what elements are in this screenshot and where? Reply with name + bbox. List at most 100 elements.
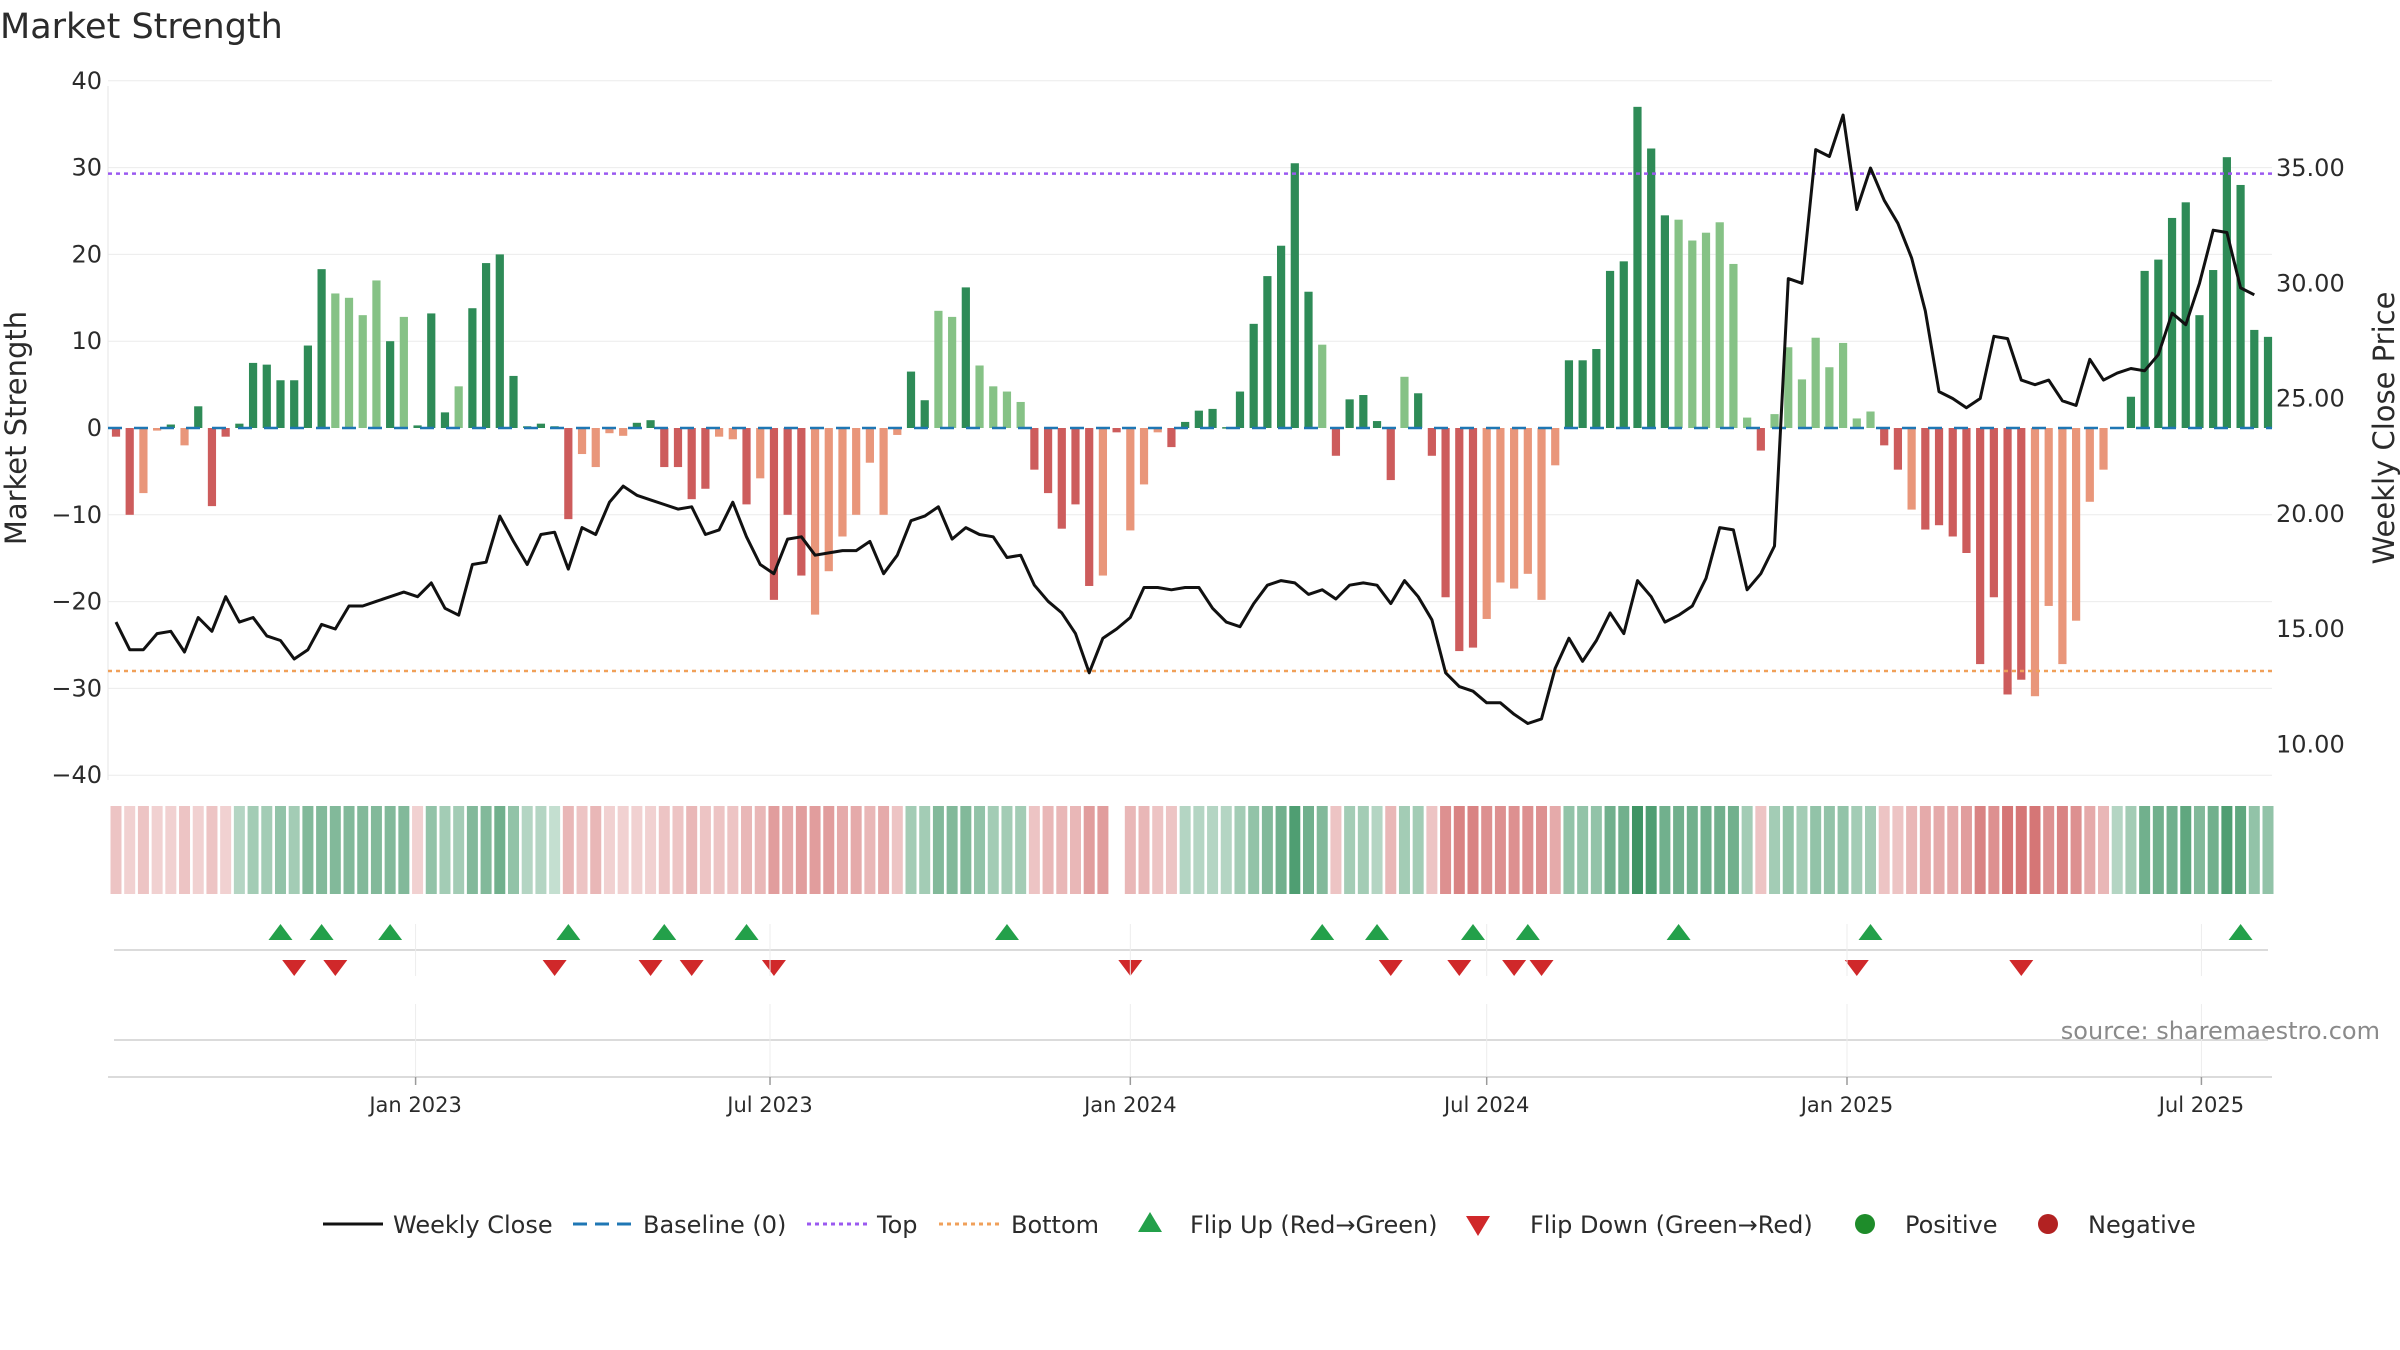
ticker-cell (1481, 806, 1493, 894)
strength-bar (769, 428, 779, 600)
strength-bar (1153, 428, 1162, 433)
strength-bar (207, 428, 217, 507)
ticker-cell (795, 806, 807, 894)
strength-bar (262, 364, 271, 428)
svg-text:Flip Down (Green→Red): Flip Down (Green→Red) (1530, 1211, 1813, 1239)
strength-bar (2017, 428, 2026, 680)
strength-bar (1249, 323, 1258, 428)
source-note: source: sharemaestro.com (2061, 1017, 2380, 1045)
strength-bar (358, 315, 367, 428)
strength-bar (454, 386, 463, 428)
ticker-cell (1385, 806, 1397, 894)
strength-bar (1030, 428, 1039, 470)
strength-bar (1455, 428, 1464, 652)
ticker-cell (2098, 806, 2110, 894)
strength-bar (1318, 344, 1327, 428)
flip-down-marker (761, 960, 786, 976)
ticker-cell (549, 806, 561, 894)
ticker-cell (1741, 806, 1753, 894)
strength-bar (1510, 428, 1519, 589)
strength-bar (715, 428, 724, 437)
y-axis-ticks: 40 30 20 10 0 −10 −20 −30 −40 (51, 67, 102, 789)
ticker-cell (686, 806, 698, 894)
flip-down-marker (323, 960, 348, 976)
ticker-cell (562, 806, 574, 894)
strength-bar (1934, 428, 1944, 526)
flip-up-marker (1310, 924, 1335, 940)
ticker-cell (1138, 806, 1150, 894)
ticker-cell (1947, 806, 1959, 894)
strength-bar (1729, 263, 1738, 428)
strength-bar (303, 345, 312, 428)
y-tick-label: 10 (71, 327, 102, 355)
ticker-cell (905, 806, 917, 894)
y2-tick-label: 30.00 (2276, 269, 2345, 297)
reference-lines (108, 172, 2272, 673)
flip-down-marker (542, 960, 567, 976)
strength-bar (372, 280, 381, 428)
y-tick-label: 20 (71, 240, 102, 268)
ticker-cell (110, 806, 122, 894)
legend-baseline: Baseline (0) (573, 1211, 786, 1239)
y2-tick-label: 25.00 (2276, 385, 2345, 413)
ticker-cell (1673, 806, 1685, 894)
ticker-cell (1220, 806, 1232, 894)
ticker-cell (987, 806, 999, 894)
strength-bar (632, 422, 641, 428)
strength-bar (440, 412, 450, 428)
ticker-cell (412, 806, 424, 894)
strength-bar (660, 428, 669, 468)
ticker-cell (1590, 806, 1602, 894)
ticker-cell (1618, 806, 1630, 894)
ticker-cell (1344, 806, 1356, 894)
y-tick-label: 40 (71, 67, 102, 95)
flip-up-marker (1666, 924, 1691, 940)
ticker-cell (1069, 806, 1081, 894)
ticker-cell (809, 806, 821, 894)
strength-bar (1496, 428, 1505, 583)
ticker-cell (1933, 806, 1945, 894)
ticker-cell (192, 806, 204, 894)
ticker-cell (508, 806, 520, 894)
strength-bar (1688, 240, 1697, 428)
strength-bar (235, 423, 244, 428)
ticker-cell (179, 806, 191, 894)
strength-bar (1208, 408, 1217, 428)
y2-tick-label: 15.00 (2276, 615, 2345, 643)
chart-title: Market Strength (0, 7, 283, 47)
strength-bar (1647, 148, 1656, 428)
ticker-cell (480, 806, 492, 894)
strength-bar (1605, 270, 1615, 428)
flip-up-marker (994, 924, 1019, 940)
strength-bar (577, 428, 587, 455)
strength-bar (1948, 428, 1957, 537)
ticker-cell (1769, 806, 1781, 894)
strength-bar (879, 428, 888, 515)
ticker-cell (1097, 806, 1109, 894)
ticker-cell (1453, 806, 1465, 894)
strength-bar (1372, 421, 1382, 428)
strength-bar (2195, 315, 2204, 428)
flip-up-marker (734, 924, 759, 940)
strength-bar (2044, 428, 2053, 606)
ticker-cell (1851, 806, 1863, 894)
strength-bar (1551, 428, 1560, 466)
ticker-cell (1782, 806, 1794, 894)
svg-text:Negative: Negative (2088, 1211, 2196, 1239)
ticker-cell (1727, 806, 1739, 894)
strength-bar (2209, 270, 2218, 428)
strength-bar (810, 428, 820, 615)
ticker-cell (1604, 806, 1616, 894)
x-tick-label: Jan 2025 (1799, 1093, 1894, 1117)
ticker-cell (1152, 806, 1164, 894)
strength-bar (1770, 414, 1779, 428)
ticker-cell (1001, 806, 1013, 894)
ticker-cell (1974, 806, 1986, 894)
flip-up-marker (309, 924, 334, 940)
ticker-cell (946, 806, 958, 894)
ticker-cell (274, 806, 286, 894)
flip-up-marker (1460, 924, 1485, 940)
strength-bar (139, 428, 148, 494)
ticker-cell (2070, 806, 2082, 894)
